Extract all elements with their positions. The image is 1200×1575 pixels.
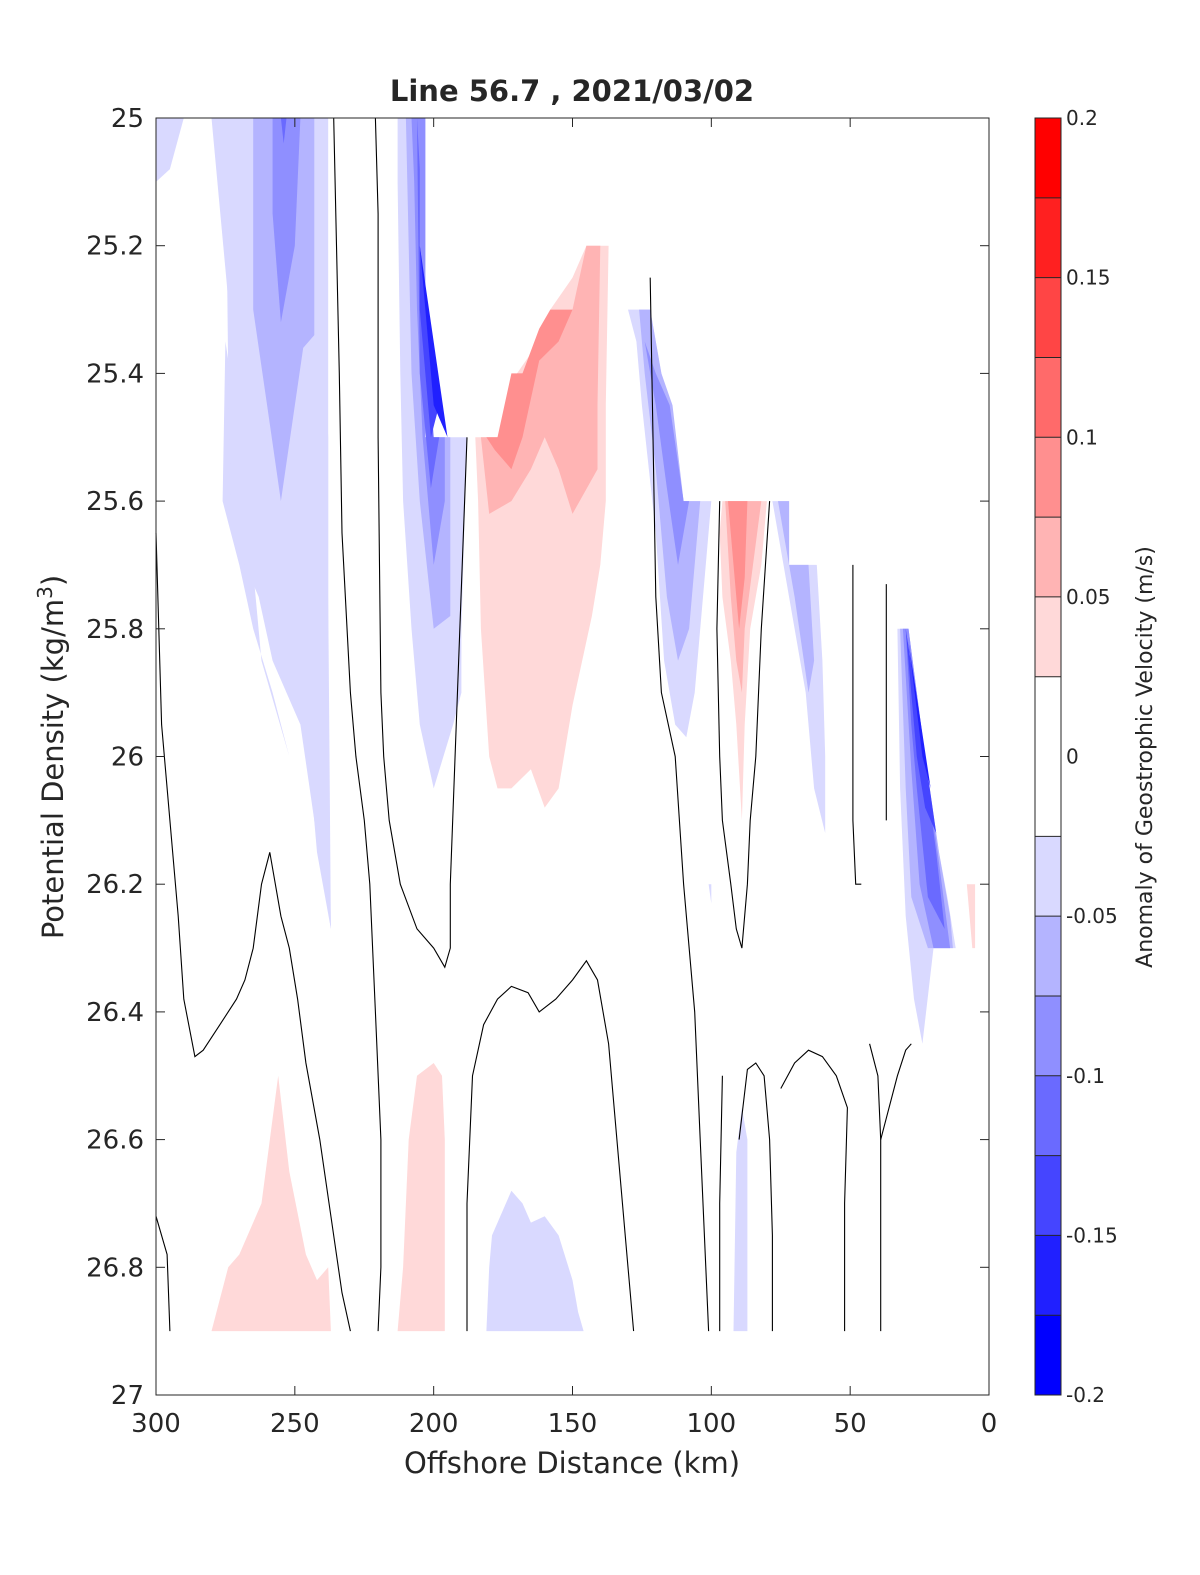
colorbar-swatch-2: [1035, 1155, 1061, 1236]
plot-area: [156, 118, 989, 1395]
velocity-region-3: [253, 118, 315, 502]
chart-title: Line 56.7 , 2021/03/02: [390, 74, 754, 108]
colorbar-tick-label: -0.2: [1066, 1383, 1105, 1407]
zero-contour-lines: [155, 117, 912, 1332]
velocity-region-31: [211, 1075, 331, 1332]
colorbar: 0.2 0.15 0.1 0.05 0 -0.05 -0.1 -0.15 -0.2: [1034, 106, 1118, 1407]
x-axis-label: Offshore Distance (km): [404, 1446, 740, 1480]
x-tick-label: 100: [687, 1409, 737, 1439]
colorbar-swatch-0: [1035, 1315, 1061, 1395]
zero-contour-11: [780, 1049, 848, 1332]
y-tick-label: 26.8: [86, 1253, 144, 1283]
colorbar-swatch-10: [1035, 437, 1061, 518]
x-tick-label: 200: [409, 1409, 459, 1439]
y-axis-label-superscript: 3: [33, 586, 57, 599]
x-tick-label: 50: [834, 1409, 867, 1439]
y-tick-label: 25.8: [86, 615, 144, 645]
colorbar-swatch-1: [1035, 1235, 1061, 1316]
y-tick-label: 25.4: [86, 359, 144, 389]
velocity-region-33: [486, 1190, 584, 1332]
y-tick-label: 26.4: [86, 998, 144, 1028]
colorbar-tick-label: 0.05: [1066, 585, 1111, 609]
colorbar-label: Anomaly of Geostrophic Velocity (m/s): [1133, 546, 1158, 968]
zero-contour-3: [374, 117, 468, 969]
zero-contour-1: [155, 1216, 171, 1332]
velocity-region-5: [280, 118, 287, 144]
y-tick-label: 25.2: [86, 232, 144, 262]
colorbar-tick-label: 0.15: [1066, 266, 1111, 290]
colorbar-swatch-4: [1035, 995, 1061, 1076]
y-axis-label-main: Potential Density (kg/m: [36, 599, 70, 939]
zero-contour-0: [155, 532, 351, 1332]
zero-contour-8: [738, 1062, 773, 1332]
colorbar-tick-label: -0.1: [1066, 1064, 1105, 1088]
velocity-region-34: [733, 1107, 748, 1332]
velocity-region-17: [644, 341, 690, 565]
colorbar-swatch-7: [1035, 676, 1061, 837]
velocity-region-0: [156, 118, 184, 182]
colorbar-swatch-14: [1035, 118, 1061, 198]
y-tick-label: 26.2: [86, 870, 144, 900]
zero-contour-2: [333, 117, 382, 1332]
velocity-region-30: [708, 884, 712, 904]
zero-contour-4: [649, 277, 710, 1332]
zero-contour-13: [880, 1043, 912, 1140]
velocity-region-21: [772, 501, 826, 834]
zero-contour-7: [719, 1075, 723, 1332]
colorbar-frame: [1034, 117, 1062, 1396]
colorbar-swatch-13: [1035, 197, 1061, 278]
colorbar-tick-label: -0.05: [1066, 904, 1118, 928]
velocity-region-28: [908, 641, 931, 789]
colorbar-swatch-6: [1035, 836, 1061, 917]
colorbar-tick-label: 0: [1066, 745, 1079, 769]
colorbar-swatch-11: [1035, 357, 1061, 438]
velocity-region-20: [728, 501, 748, 629]
x-tick-label: 150: [548, 1409, 598, 1439]
colorbar-swatch-9: [1035, 517, 1061, 597]
colorbar-tick-label: -0.15: [1066, 1223, 1118, 1247]
y-tick-label: 27: [111, 1381, 144, 1411]
velocity-region-14: [486, 309, 573, 470]
y-tick-label: 26: [111, 743, 144, 773]
colorbar-tick-label: 0.2: [1066, 106, 1098, 130]
x-axis: 300 250 200 150 100 50 0: [131, 118, 997, 1439]
velocity-region-4: [272, 118, 301, 323]
colorbar-swatch-5: [1035, 916, 1061, 996]
zero-contour-5: [466, 959, 635, 1332]
zero-contour-6: [716, 501, 771, 949]
x-tick-label: 300: [131, 1409, 181, 1439]
velocity-region-9: [417, 118, 440, 489]
velocity-region-22: [778, 501, 815, 693]
y-axis-label-end: ): [36, 575, 70, 586]
velocity-region-11: [419, 245, 448, 438]
colorbar-swatch-12: [1035, 277, 1061, 358]
x-tick-label: 250: [270, 1409, 320, 1439]
y-axis: 25 25.2 25.4 25.6 25.8 26 26.2 26.4 26.6 26.8 27: [86, 104, 989, 1411]
velocity-region-32: [397, 1063, 445, 1332]
colorbar-swatch-3: [1035, 1075, 1061, 1156]
y-tick-label: 25.6: [86, 487, 144, 517]
colorbar-tick-label: 0.1: [1066, 425, 1098, 449]
colorbar-swatch-8: [1035, 596, 1061, 677]
zero-contour-9: [852, 564, 862, 885]
y-tick-label: 25: [111, 104, 144, 134]
y-axis-label: Potential Density (kg/m3): [33, 575, 70, 939]
velocity-region-29: [966, 884, 976, 949]
x-tick-label: 0: [981, 1409, 998, 1439]
y-tick-label: 26.6: [86, 1126, 144, 1156]
zero-contour-12: [869, 1043, 882, 1332]
